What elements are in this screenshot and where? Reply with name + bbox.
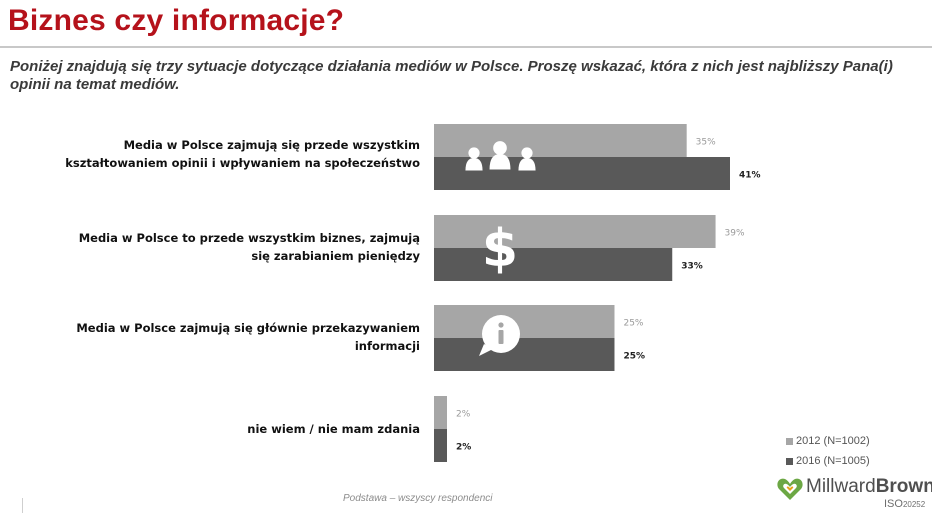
bar-2016-dont-know xyxy=(434,429,447,462)
logo-text-brown: Brown xyxy=(875,476,932,497)
logo-text-millward: Millward xyxy=(806,476,876,497)
bar-2012-information xyxy=(434,305,615,338)
bar-2016-business xyxy=(434,248,673,281)
iso-certification: ISO20252 xyxy=(884,498,925,510)
iso-label: ISO xyxy=(884,498,903,510)
legend: 2012 (N=1002) 2016 (N=1005) xyxy=(786,433,870,473)
bar-2012-business xyxy=(434,215,716,248)
legend-item-2012: 2012 (N=1002) xyxy=(786,433,870,449)
data-label-2012-dont-know: 2% xyxy=(456,410,471,420)
legend-item-2016: 2016 (N=1005) xyxy=(786,453,870,469)
people-icon xyxy=(465,141,536,171)
data-label-2016-information: 25% xyxy=(623,352,645,362)
millward-brown-logo: MillwardBrown ISO20252 xyxy=(776,472,932,513)
category-label-opinion: Media w Polsce zajmują się przede wszyst… xyxy=(65,138,420,170)
legend-label-2012: 2012 (N=1002) xyxy=(796,435,870,447)
bar-2012-dont-know xyxy=(434,396,447,429)
svg-text:$: $ xyxy=(482,219,518,279)
logo-wordmark: MillwardBrown xyxy=(806,476,932,498)
data-label-2016-dont-know: 2% xyxy=(456,443,471,453)
dollar-icon: $ xyxy=(482,219,518,279)
legend-swatch-2016 xyxy=(786,457,793,465)
data-label-2016-opinion: 41% xyxy=(739,171,761,181)
info-bubble-icon xyxy=(479,315,520,356)
slide-edge-mark xyxy=(22,498,23,513)
survey-question: Poniżej znajdują się trzy sytuacje dotyc… xyxy=(10,58,893,93)
title-divider xyxy=(0,46,932,48)
page-title: Biznes czy informacje? xyxy=(8,4,345,37)
data-label-2012-information: 25% xyxy=(623,319,643,329)
iso-number: 20252 xyxy=(902,500,926,509)
category-label-dont-know: nie wiem / nie mam zdania xyxy=(247,422,420,436)
bar-2016-opinion xyxy=(434,157,730,190)
legend-swatch-2012 xyxy=(786,437,793,445)
heart-logo-icon xyxy=(777,478,803,500)
legend-label-2016: 2016 (N=1005) xyxy=(796,455,870,467)
category-label-information: Media w Polsce zajmują się głównie przek… xyxy=(76,321,420,353)
data-label-2016-business: 33% xyxy=(681,262,703,272)
category-label-business: Media w Polsce to przede wszystkim bizne… xyxy=(78,231,420,263)
footnote: Podstawa – wszyscy respondenci xyxy=(343,493,493,504)
bar-2016-information xyxy=(434,338,615,371)
data-label-2012-opinion: 35% xyxy=(696,138,716,148)
data-label-2012-business: 39% xyxy=(725,229,745,239)
